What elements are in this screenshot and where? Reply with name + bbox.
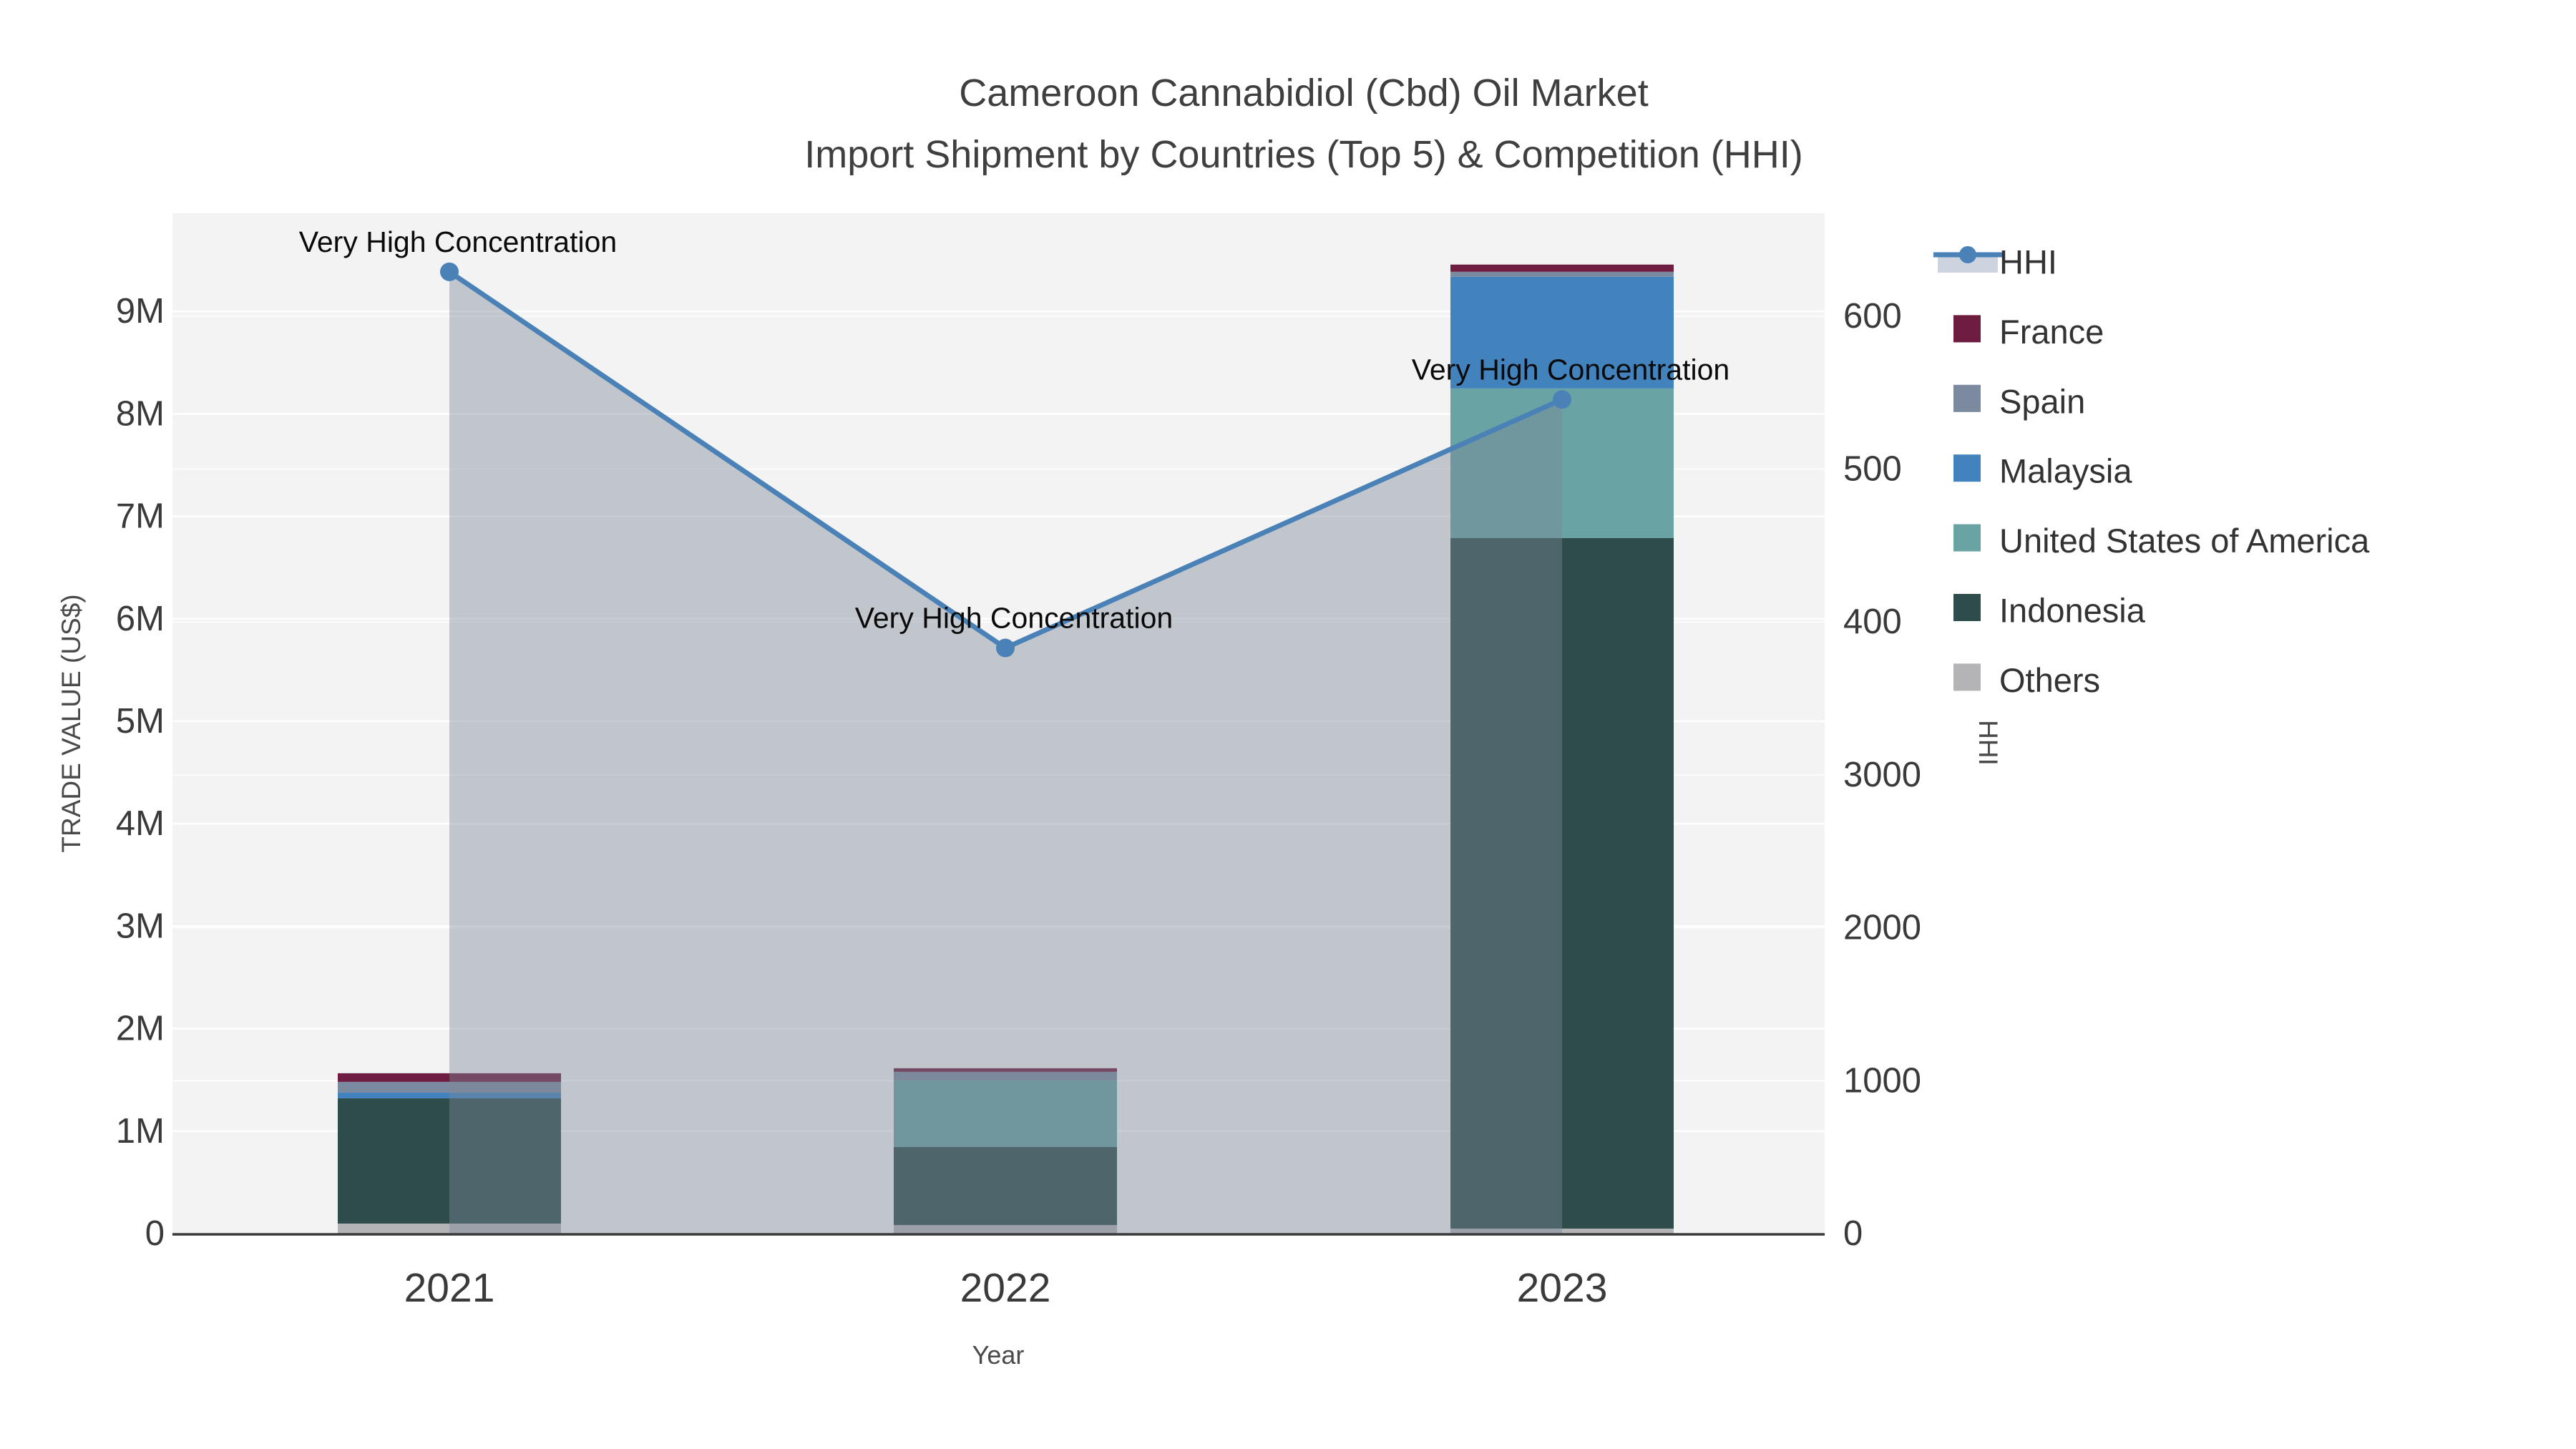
hhi-marker-2022[interactable]	[996, 638, 1015, 658]
hhi-area-fill	[449, 271, 1562, 1234]
legend-label: United States of America	[1999, 522, 2370, 560]
y-left-tick: 7M	[116, 497, 165, 536]
y-right-tick: 3000	[1843, 756, 1921, 794]
bar-segment-spain[interactable]	[1450, 271, 1674, 277]
legend-background	[1929, 228, 2559, 700]
legend-item-spain[interactable]: Spain	[1953, 382, 2085, 420]
x-tick-2021: 2021	[404, 1265, 495, 1311]
y-left-tick: 4M	[116, 804, 165, 843]
y-right-tick: 600	[1843, 297, 1902, 336]
bar-segment-others[interactable]	[338, 1223, 561, 1234]
legend-label: Spain	[1999, 382, 2085, 420]
y-left-tick: 2M	[116, 1010, 165, 1048]
legend-item-united-states-of-america[interactable]: United States of America	[1953, 522, 2370, 560]
legend-item-hhi[interactable]: HHI	[1933, 243, 2057, 281]
y-left-tick: 6M	[116, 600, 165, 638]
y-left-tick: 0	[145, 1214, 165, 1253]
legend-item-others[interactable]: Others	[1953, 661, 2100, 699]
bar-segment-united-states-of-america[interactable]	[1450, 388, 1674, 538]
y-left-axis-title: TRADE VALUE (US$)	[57, 594, 86, 852]
bar-segment-spain[interactable]	[338, 1081, 561, 1093]
y-left-tick: 1M	[116, 1112, 165, 1151]
y-left-tick: 3M	[116, 907, 165, 945]
bar-segment-malaysia[interactable]	[1450, 276, 1674, 389]
bar-segment-indonesia[interactable]	[894, 1146, 1117, 1225]
legend: HHI France Spain Malaysia United States of A…	[1929, 228, 2559, 700]
bar-segment-indonesia[interactable]	[338, 1098, 561, 1224]
y-left-tick: 9M	[116, 292, 165, 331]
legend-hhi-marker	[1959, 246, 1976, 263]
legend-item-france[interactable]: France	[1953, 313, 2104, 351]
annotation-very-high-concentration-2023: Very High Concentration	[1412, 353, 1729, 386]
annotation-very-high-concentration-2021: Very High Concentration	[299, 225, 617, 258]
legend-swatch-indonesia	[1953, 594, 1981, 621]
y-right-tick: 1000	[1843, 1061, 1921, 1100]
legend-item-indonesia[interactable]: Indonesia	[1953, 592, 2146, 630]
y-right-tick: 2000	[1843, 909, 1921, 947]
hhi-marker-2023[interactable]	[1553, 390, 1571, 409]
y-left-tick: 8M	[116, 394, 165, 433]
legend-label: HHI	[1999, 243, 2057, 281]
legend-swatch-france	[1953, 315, 1981, 343]
annotation-very-high-concentration-2022: Very High Concentration	[855, 602, 1173, 635]
bar-segment-others[interactable]	[1450, 1228, 1674, 1234]
x-tick-2023: 2023	[1517, 1265, 1608, 1311]
x-axis-title: Year	[972, 1340, 1025, 1370]
bar-segment-france[interactable]	[894, 1068, 1117, 1072]
legend-swatch-others	[1953, 663, 1981, 691]
bar-segment-others[interactable]	[894, 1224, 1117, 1234]
legend-label: Others	[1999, 661, 2100, 699]
bar-segment-france[interactable]	[1450, 264, 1674, 272]
legend-swatch-spain	[1953, 384, 1981, 412]
legend-label: France	[1999, 313, 2104, 351]
y-left-tick: 5M	[116, 702, 165, 741]
bar-segment-spain[interactable]	[894, 1071, 1117, 1080]
bar-segment-indonesia[interactable]	[1450, 537, 1674, 1229]
plot-area-layer: 0 1M 2M 3M 4M 5M 6M 7M 8M 9M 600 500 400 3000 2000 1000…	[116, 213, 1921, 1311]
y-right-tick: 500	[1843, 450, 1902, 489]
legend-item-malaysia[interactable]: Malaysia	[1953, 452, 2132, 490]
bar-segment-malaysia[interactable]	[338, 1092, 561, 1098]
y-right-tick: 0	[1843, 1214, 1863, 1253]
bar-segment-france[interactable]	[338, 1073, 561, 1082]
x-tick-2022: 2022	[960, 1265, 1051, 1311]
legend-swatch-united-states-of-america	[1953, 524, 1981, 552]
chart-title-line2: Import Shipment by Countries (Top 5) & C…	[804, 133, 1803, 176]
legend-swatch-malaysia	[1953, 454, 1981, 482]
legend-label: Indonesia	[1999, 592, 2146, 630]
legend-label: Malaysia	[1999, 452, 2132, 490]
chart-title-line1: Cameroon Cannabidiol (Cbd) Oil Market	[959, 72, 1648, 114]
y-right-axis-title: HHI	[1974, 720, 2003, 766]
bar-segment-united-states-of-america[interactable]	[894, 1080, 1117, 1147]
y-right-tick: 400	[1843, 602, 1902, 641]
hhi-marker-2021[interactable]	[440, 262, 459, 281]
